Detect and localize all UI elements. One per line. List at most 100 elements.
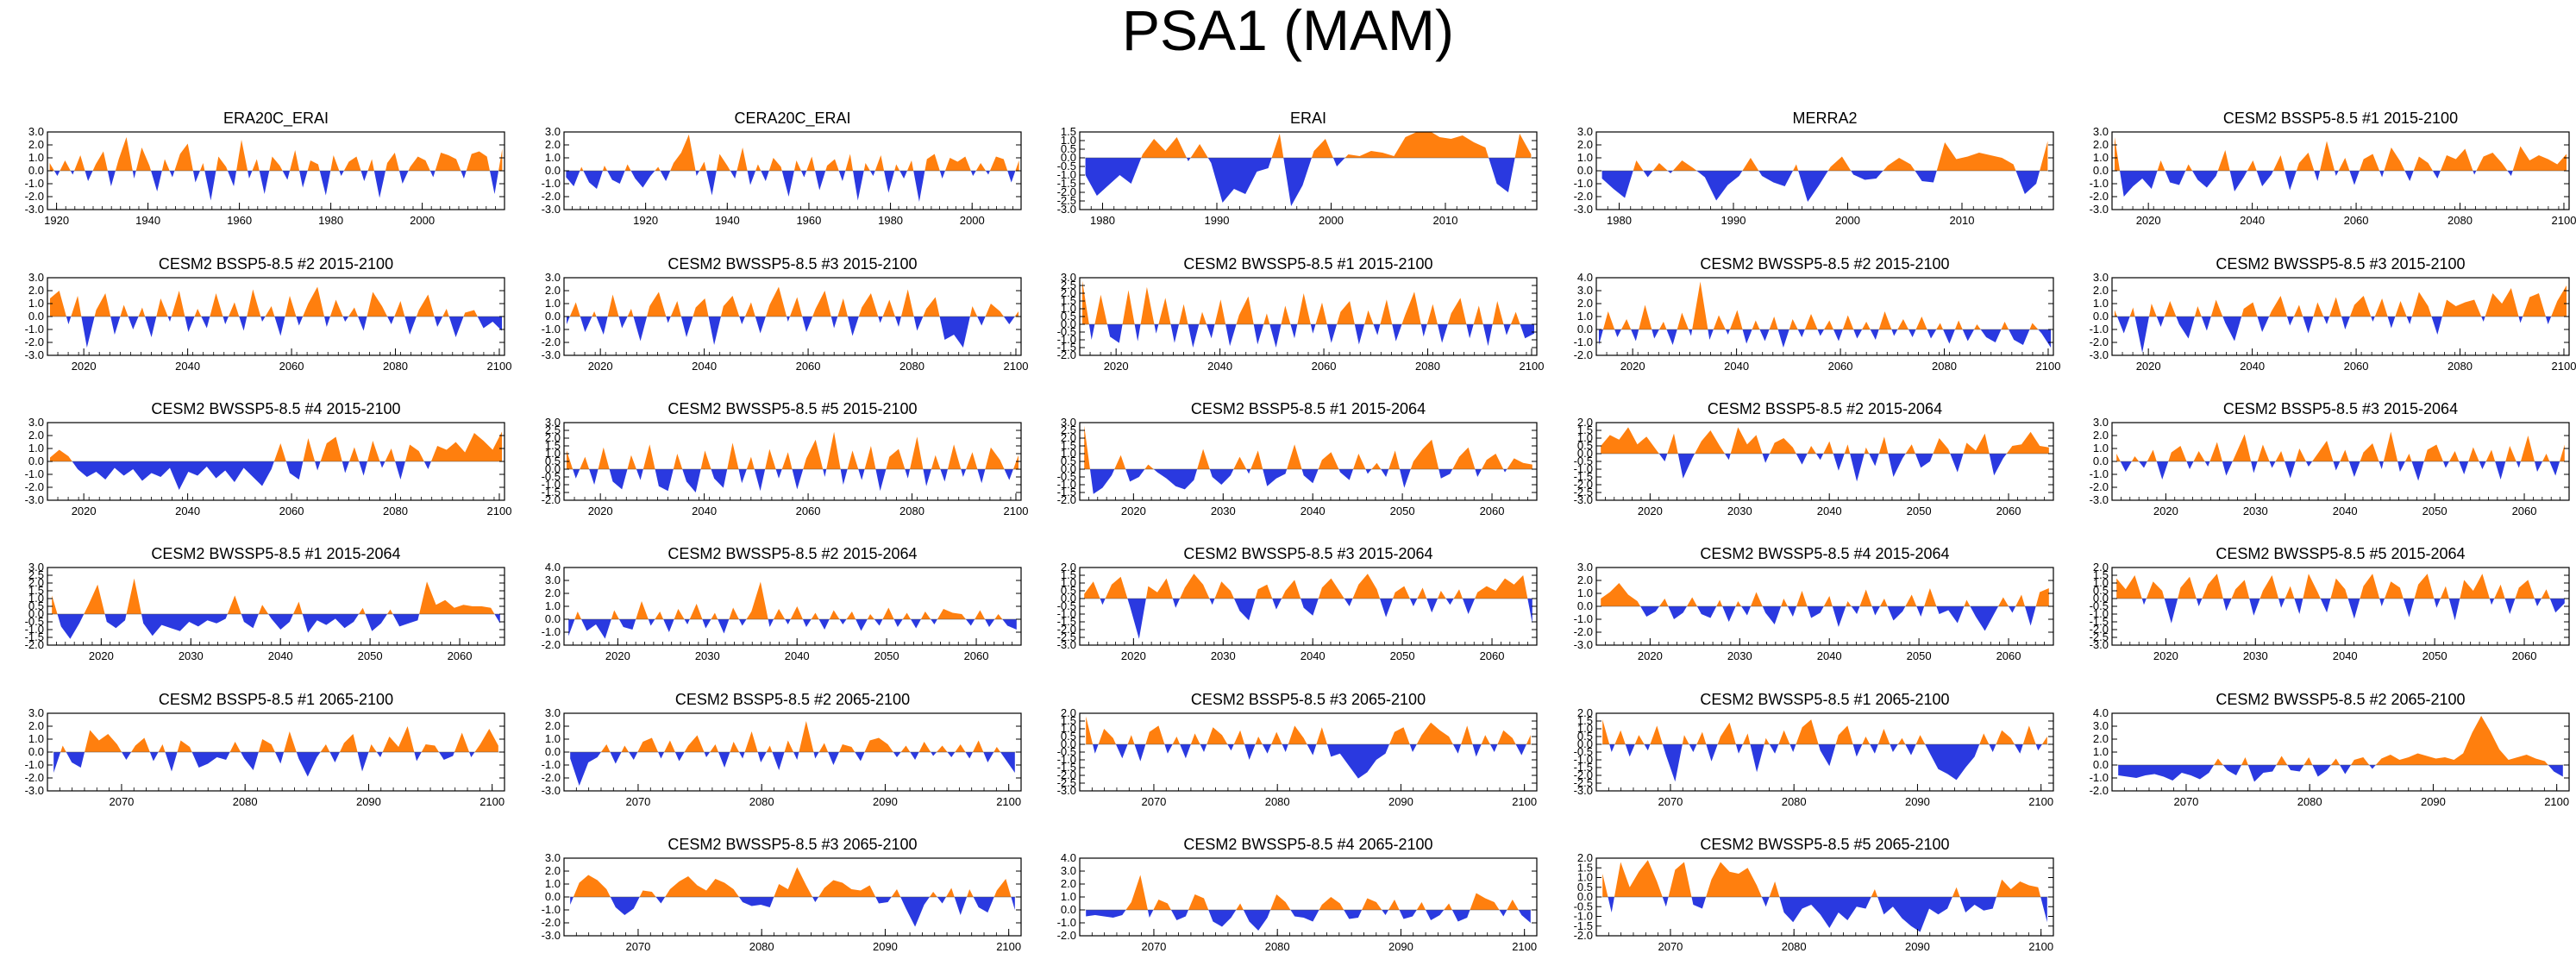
x-tick-label: 2020 (2153, 649, 2178, 662)
x-tick-label: 2030 (1211, 505, 1236, 517)
y-tick-label: -0.5 (1057, 160, 1076, 172)
y-tick-label: 3.0 (1577, 284, 1593, 297)
x-tick-label: 2080 (383, 360, 408, 373)
x-tick-label: 2070 (2173, 795, 2198, 808)
panel-title: CERA20C_ERAI (734, 110, 850, 128)
y-tick-label: -3.0 (1574, 203, 1593, 216)
chart-panel-svg: CESM2 BWSSP5-8.5 #3 2015-2100 -3.0-2.0-1.… (542, 255, 1029, 373)
y-tick-label: 3.0 (2093, 416, 2109, 429)
y-tick-label: -3.0 (542, 203, 561, 216)
y-tick-label: 0.0 (2093, 758, 2109, 771)
x-tick-label: 2040 (175, 505, 200, 517)
chart-panel: CESM2 BWSSP5-8.5 #1 2065-2100 -3.0 -2.5 -2.… (1549, 689, 2062, 818)
positive-anomaly-area (1085, 132, 1532, 158)
y-tick-label: 1.0 (1577, 722, 1593, 735)
y-tick-label: 2.0 (1577, 416, 1593, 429)
x-tick-label: 1920 (633, 214, 658, 227)
y-tick-label: -3.0 (25, 348, 44, 361)
chart-panel: CESM2 BSSP5-8.5 #1 2015-2100 -3.0 -2.0 -1.0… (2065, 108, 2576, 237)
y-tick-label: 0.0 (2093, 164, 2109, 177)
y-tick-label: 1.0 (1061, 576, 1076, 589)
positive-anomaly-area (1602, 719, 2047, 744)
x-tick-label: 2020 (605, 649, 630, 662)
y-tick-label: -2.0 (542, 916, 561, 929)
positive-anomaly-area (50, 431, 502, 461)
y-tick-label: 1.0 (2093, 576, 2109, 589)
panel-title: CESM2 BWSSP5-8.5 #2 2065-2100 (2216, 691, 2465, 708)
y-tick-label: 1.0 (1061, 722, 1076, 735)
x-tick-label: 2040 (1817, 649, 1842, 662)
positive-anomaly-area (2115, 137, 2567, 171)
y-tick-label: 3.0 (1577, 561, 1593, 574)
x-tick-label: 2020 (1638, 505, 1663, 517)
panel-title: CESM2 BWSSP5-8.5 #5 2015-2100 (668, 400, 917, 417)
y-tick-label: 1.0 (2093, 442, 2109, 455)
x-tick-label: 2060 (796, 360, 821, 373)
y-tick-label: 1.0 (545, 447, 561, 460)
positive-anomaly-area (49, 137, 503, 171)
y-tick-label: -1.5 (542, 486, 561, 499)
y-tick-label: -1.0 (1057, 916, 1076, 929)
x-tick-label: 2080 (749, 940, 774, 953)
y-tick-label: 2.0 (545, 864, 561, 877)
x-tick-label: 2100 (996, 940, 1021, 953)
panel-title: CESM2 BWSSP5-8.5 #3 2015-2064 (1183, 545, 1432, 562)
chart-panel: CESM2 BSSP5-8.5 #1 2065-2100 -3.0 -2.0 -1.0… (0, 689, 513, 818)
y-tick-label: 1.5 (28, 584, 44, 597)
x-tick-label: 2020 (72, 360, 97, 373)
y-tick-label: 0.0 (28, 607, 44, 620)
y-tick-label: 0.5 (1061, 455, 1076, 467)
y-tick-label: -3.0 (1574, 493, 1593, 506)
x-tick-label: 2080 (1265, 795, 1290, 808)
y-tick-label: -2.5 (1057, 194, 1076, 207)
chart-panel-svg: CESM2 BWSSP5-8.5 #3 2065-2100 -3.0-2.0-1.… (542, 836, 1022, 953)
x-tick-label: 2000 (1319, 214, 1344, 227)
x-tick-label: 2020 (2136, 360, 2161, 373)
negative-anomaly-area (50, 461, 502, 490)
y-tick-label: 0.0 (1577, 890, 1593, 903)
y-tick-label: -1.0 (1057, 168, 1076, 181)
y-tick-label: -1.0 (1057, 607, 1076, 620)
x-tick-label: 2050 (1907, 505, 1932, 517)
y-tick-label: -2.5 (1057, 776, 1076, 789)
y-tick-label: -3.0 (1057, 638, 1076, 651)
panel-title: CESM2 BSSP5-8.5 #2 2015-2064 (1708, 400, 1942, 417)
figure-title: PSA1 (MAM) (1121, 0, 1455, 62)
x-tick-label: 2050 (2422, 649, 2448, 662)
y-tick-label: 0.0 (1061, 151, 1076, 164)
y-tick-label: -2.0 (542, 638, 561, 651)
y-tick-label: 1.0 (545, 599, 561, 612)
chart-panel-svg: CESM2 BWSSP5-8.5 #4 2015-2064 -3.0-2.0-1.… (1574, 545, 2054, 662)
y-tick-label: 0.0 (545, 462, 561, 475)
y-tick-label: 0.5 (1061, 142, 1076, 155)
y-tick-label: -0.5 (1057, 325, 1076, 338)
y-tick-label: 0.0 (545, 612, 561, 625)
x-tick-label: 2100 (1520, 360, 1545, 373)
y-tick-label: 0.0 (545, 310, 561, 323)
x-tick-label: 2070 (1658, 940, 1683, 953)
panel-title: CESM2 BSSP5-8.5 #1 2015-2100 (2223, 110, 2458, 127)
y-tick-label: -1.5 (1574, 919, 1593, 932)
y-tick-label: -1.0 (542, 323, 561, 335)
x-tick-label: 2080 (2297, 795, 2322, 808)
positive-anomaly-area (52, 578, 500, 614)
y-tick-label: -2.5 (1574, 486, 1593, 499)
negative-anomaly-area (566, 171, 1019, 202)
y-tick-label: 1.5 (1061, 294, 1076, 307)
x-tick-label: 2030 (695, 649, 720, 662)
chart-panel: CESM2 BWSSP5-8.5 #3 2015-2064 -3.0 -2.5 -2.… (1032, 543, 1545, 673)
x-tick-label: 2020 (1121, 649, 1146, 662)
y-tick-label: 0.0 (1577, 737, 1593, 750)
chart-panel: CESM2 BWSSP5-8.5 #2 2015-2100 -2.0 -1.0 0.0… (1549, 254, 2062, 383)
panel-title: CESM2 BSSP5-8.5 #3 2065-2100 (1191, 691, 1426, 708)
chart-panel: CESM2 BWSSP5-8.5 #5 2015-2100 -2.0 -1.5 -1.… (517, 398, 1030, 528)
chart-panel-svg: ERAI -3.0-2.5-2.0-1.5-1.0-0.50.00.51.01.5… (1057, 110, 1538, 227)
x-tick-label: 2090 (2421, 795, 2446, 808)
negative-anomaly-area (570, 752, 1015, 786)
negative-anomaly-area (1085, 158, 1532, 206)
y-tick-label: -1.0 (542, 625, 561, 638)
x-tick-label: 2090 (873, 795, 898, 808)
x-tick-label: 2020 (89, 649, 114, 662)
y-tick-label: 0.0 (28, 310, 44, 323)
x-tick-label: 2020 (72, 505, 97, 517)
